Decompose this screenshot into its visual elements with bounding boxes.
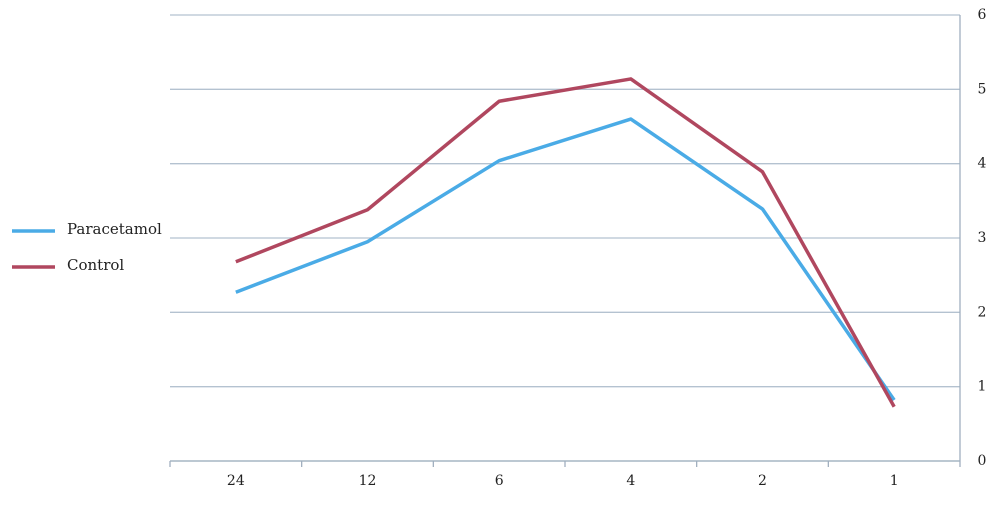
y-tick-label: 1: [978, 379, 987, 395]
x-tick-label: 6: [495, 473, 504, 489]
x-tick-label: 2: [758, 473, 767, 489]
y-tick-label: 3: [978, 230, 987, 246]
y-tick-label: 2: [978, 304, 987, 320]
series-line: [235, 117, 896, 402]
y-tick-label: 6: [978, 7, 987, 23]
series-line: [235, 77, 896, 408]
legend-label: Paracetamol: [67, 220, 162, 238]
x-tick-label: 1: [890, 473, 899, 489]
y-tick-label: 5: [978, 81, 987, 97]
x-tick-label: 12: [359, 473, 377, 489]
x-tick-label: 4: [626, 473, 635, 489]
y-tick-label: 4: [978, 156, 987, 172]
x-tick-label: 24: [227, 473, 245, 489]
legend-label: Control: [67, 256, 124, 274]
y-tick-label: 0: [978, 453, 987, 469]
